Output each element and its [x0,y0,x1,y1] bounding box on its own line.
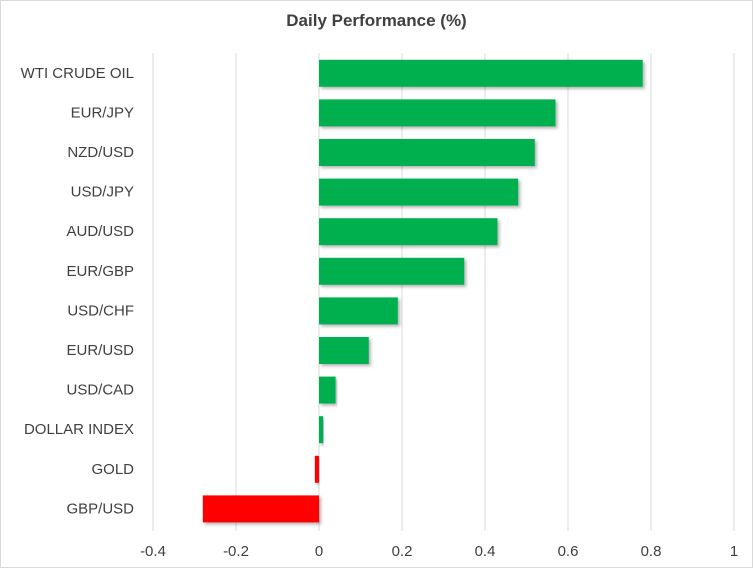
bar [319,416,324,444]
y-tick-label: DOLLAR INDEX [24,421,134,438]
y-tick-label: USD/JPY [71,184,134,201]
bar [202,495,319,523]
bar [319,139,535,166]
bar [319,337,369,364]
bar [319,59,643,87]
y-tick-label: NZD/USD [67,144,134,161]
bar [319,178,519,206]
y-tick-label: USD/CAD [66,382,134,399]
x-tick-label: 0.2 [392,543,413,560]
bar [319,257,465,285]
y-tick-label: EUR/GBP [66,263,134,280]
bar [319,376,336,404]
x-tick-label: 0.6 [558,543,579,560]
y-tick-label: AUD/USD [66,223,134,240]
x-tick-label: 0 [315,543,323,560]
x-tick-label: 0.4 [475,543,496,560]
bar [319,99,556,127]
y-tick-label: USD/CHF [67,302,134,319]
x-tick-label: -0.4 [140,543,166,560]
bar [314,455,319,483]
y-tick-label: EUR/USD [66,342,134,359]
bar [319,218,498,246]
x-tick-label: 0.8 [641,543,662,560]
x-tick-label: -0.2 [223,543,249,560]
chart-title: Daily Performance (%) [286,11,467,30]
y-tick-label: WTI CRUDE OIL [21,65,134,82]
bar [319,297,398,325]
y-tick-label: GBP/USD [66,500,134,517]
x-tick-label: 1 [730,543,738,560]
y-tick-label: GOLD [91,461,134,478]
y-tick-label: EUR/JPY [71,104,134,121]
